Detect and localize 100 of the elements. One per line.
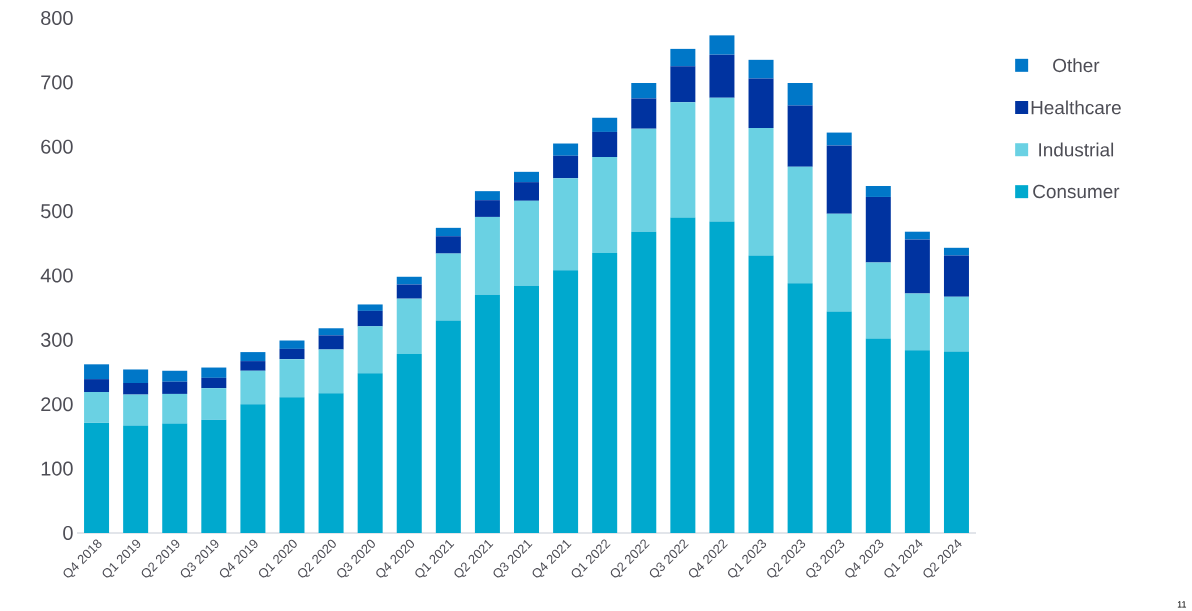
bar: [123, 382, 149, 395]
bar: [592, 117, 618, 132]
bar: [670, 66, 696, 103]
bar: [553, 270, 579, 533]
bar: [84, 379, 110, 392]
bar: [514, 200, 540, 286]
bar: [279, 359, 305, 398]
bar: [357, 304, 383, 311]
bar: [514, 182, 540, 201]
bar: [592, 131, 618, 158]
bar: [162, 423, 188, 533]
bar: [84, 364, 110, 380]
y-tick-label: 800: [41, 10, 73, 26]
bar: [943, 351, 969, 533]
bar: [553, 178, 579, 271]
y-tick-label: 700: [41, 75, 73, 90]
bar: [201, 388, 227, 420]
bar: [826, 311, 852, 533]
bar: [396, 354, 422, 533]
bar: [709, 221, 735, 533]
legend-label: Consumer: [1033, 184, 1120, 199]
legend-label: Healthcare: [1031, 100, 1121, 115]
bar: [826, 132, 852, 146]
bar: [787, 83, 813, 106]
bar: [435, 236, 461, 254]
bar: [474, 216, 500, 295]
bar: [748, 128, 774, 256]
bar: [279, 340, 305, 349]
text: 11: [1177, 601, 1187, 608]
bar: [553, 143, 579, 156]
bar: [123, 369, 149, 383]
bar: [318, 328, 344, 336]
bar: [396, 276, 422, 285]
bar: [240, 404, 266, 533]
bar: [435, 253, 461, 321]
bar: [240, 352, 266, 362]
bar: [826, 145, 852, 214]
y-tick-label: 500: [41, 204, 73, 219]
bar: [592, 252, 618, 533]
bar: [748, 59, 774, 79]
bar: [318, 393, 344, 533]
bar: [709, 54, 735, 98]
bar: [162, 370, 188, 382]
bar: [709, 97, 735, 222]
bar: [748, 255, 774, 533]
bar: [240, 361, 266, 371]
bar: [865, 196, 891, 263]
bar: [279, 397, 305, 533]
bar: [631, 231, 657, 533]
bar: [84, 392, 110, 423]
y-tick-label: 600: [41, 139, 73, 154]
y-tick-label: 100: [41, 461, 73, 476]
bar: [435, 320, 461, 533]
y-tick-label: 300: [41, 332, 73, 347]
bar: [201, 377, 227, 389]
bar: [318, 349, 344, 394]
bar: [748, 78, 774, 129]
bar: [904, 239, 930, 294]
legend-label: Other: [1053, 58, 1100, 73]
bar: [201, 367, 227, 378]
bar: [865, 186, 891, 197]
bar: [396, 298, 422, 355]
y-tick-label: 200: [41, 397, 73, 412]
bar: [474, 200, 500, 217]
y-tick-label: 0: [63, 525, 73, 541]
bar: [357, 373, 383, 533]
bar: [904, 231, 930, 240]
bar: [631, 128, 657, 232]
bar: [670, 217, 696, 533]
bar: [787, 166, 813, 284]
bar: [162, 393, 188, 424]
bar: [670, 48, 696, 67]
bar: [631, 98, 657, 129]
bar: [904, 350, 930, 533]
bar: [357, 326, 383, 374]
bar: [201, 419, 227, 533]
bar: [826, 213, 852, 312]
bar: [123, 425, 149, 533]
bar: [943, 296, 969, 352]
y-tick-label: 400: [40, 268, 73, 283]
bar: [865, 262, 891, 339]
bar: [943, 247, 969, 256]
bar: [631, 83, 657, 99]
bar: [474, 191, 500, 201]
bar: [787, 283, 813, 533]
bar: [904, 293, 930, 351]
bar: [396, 284, 422, 299]
bar: [670, 102, 696, 218]
bar: [514, 171, 540, 183]
bar: [592, 157, 618, 253]
bar: [943, 255, 969, 297]
bar: [435, 227, 461, 237]
bar: [787, 105, 813, 167]
bar: [553, 155, 579, 179]
bar: [84, 422, 110, 533]
bar: [865, 338, 891, 533]
bar: [279, 348, 305, 360]
legend-label: Industrial: [1039, 142, 1114, 157]
bar: [318, 335, 344, 350]
bar: [162, 381, 188, 394]
